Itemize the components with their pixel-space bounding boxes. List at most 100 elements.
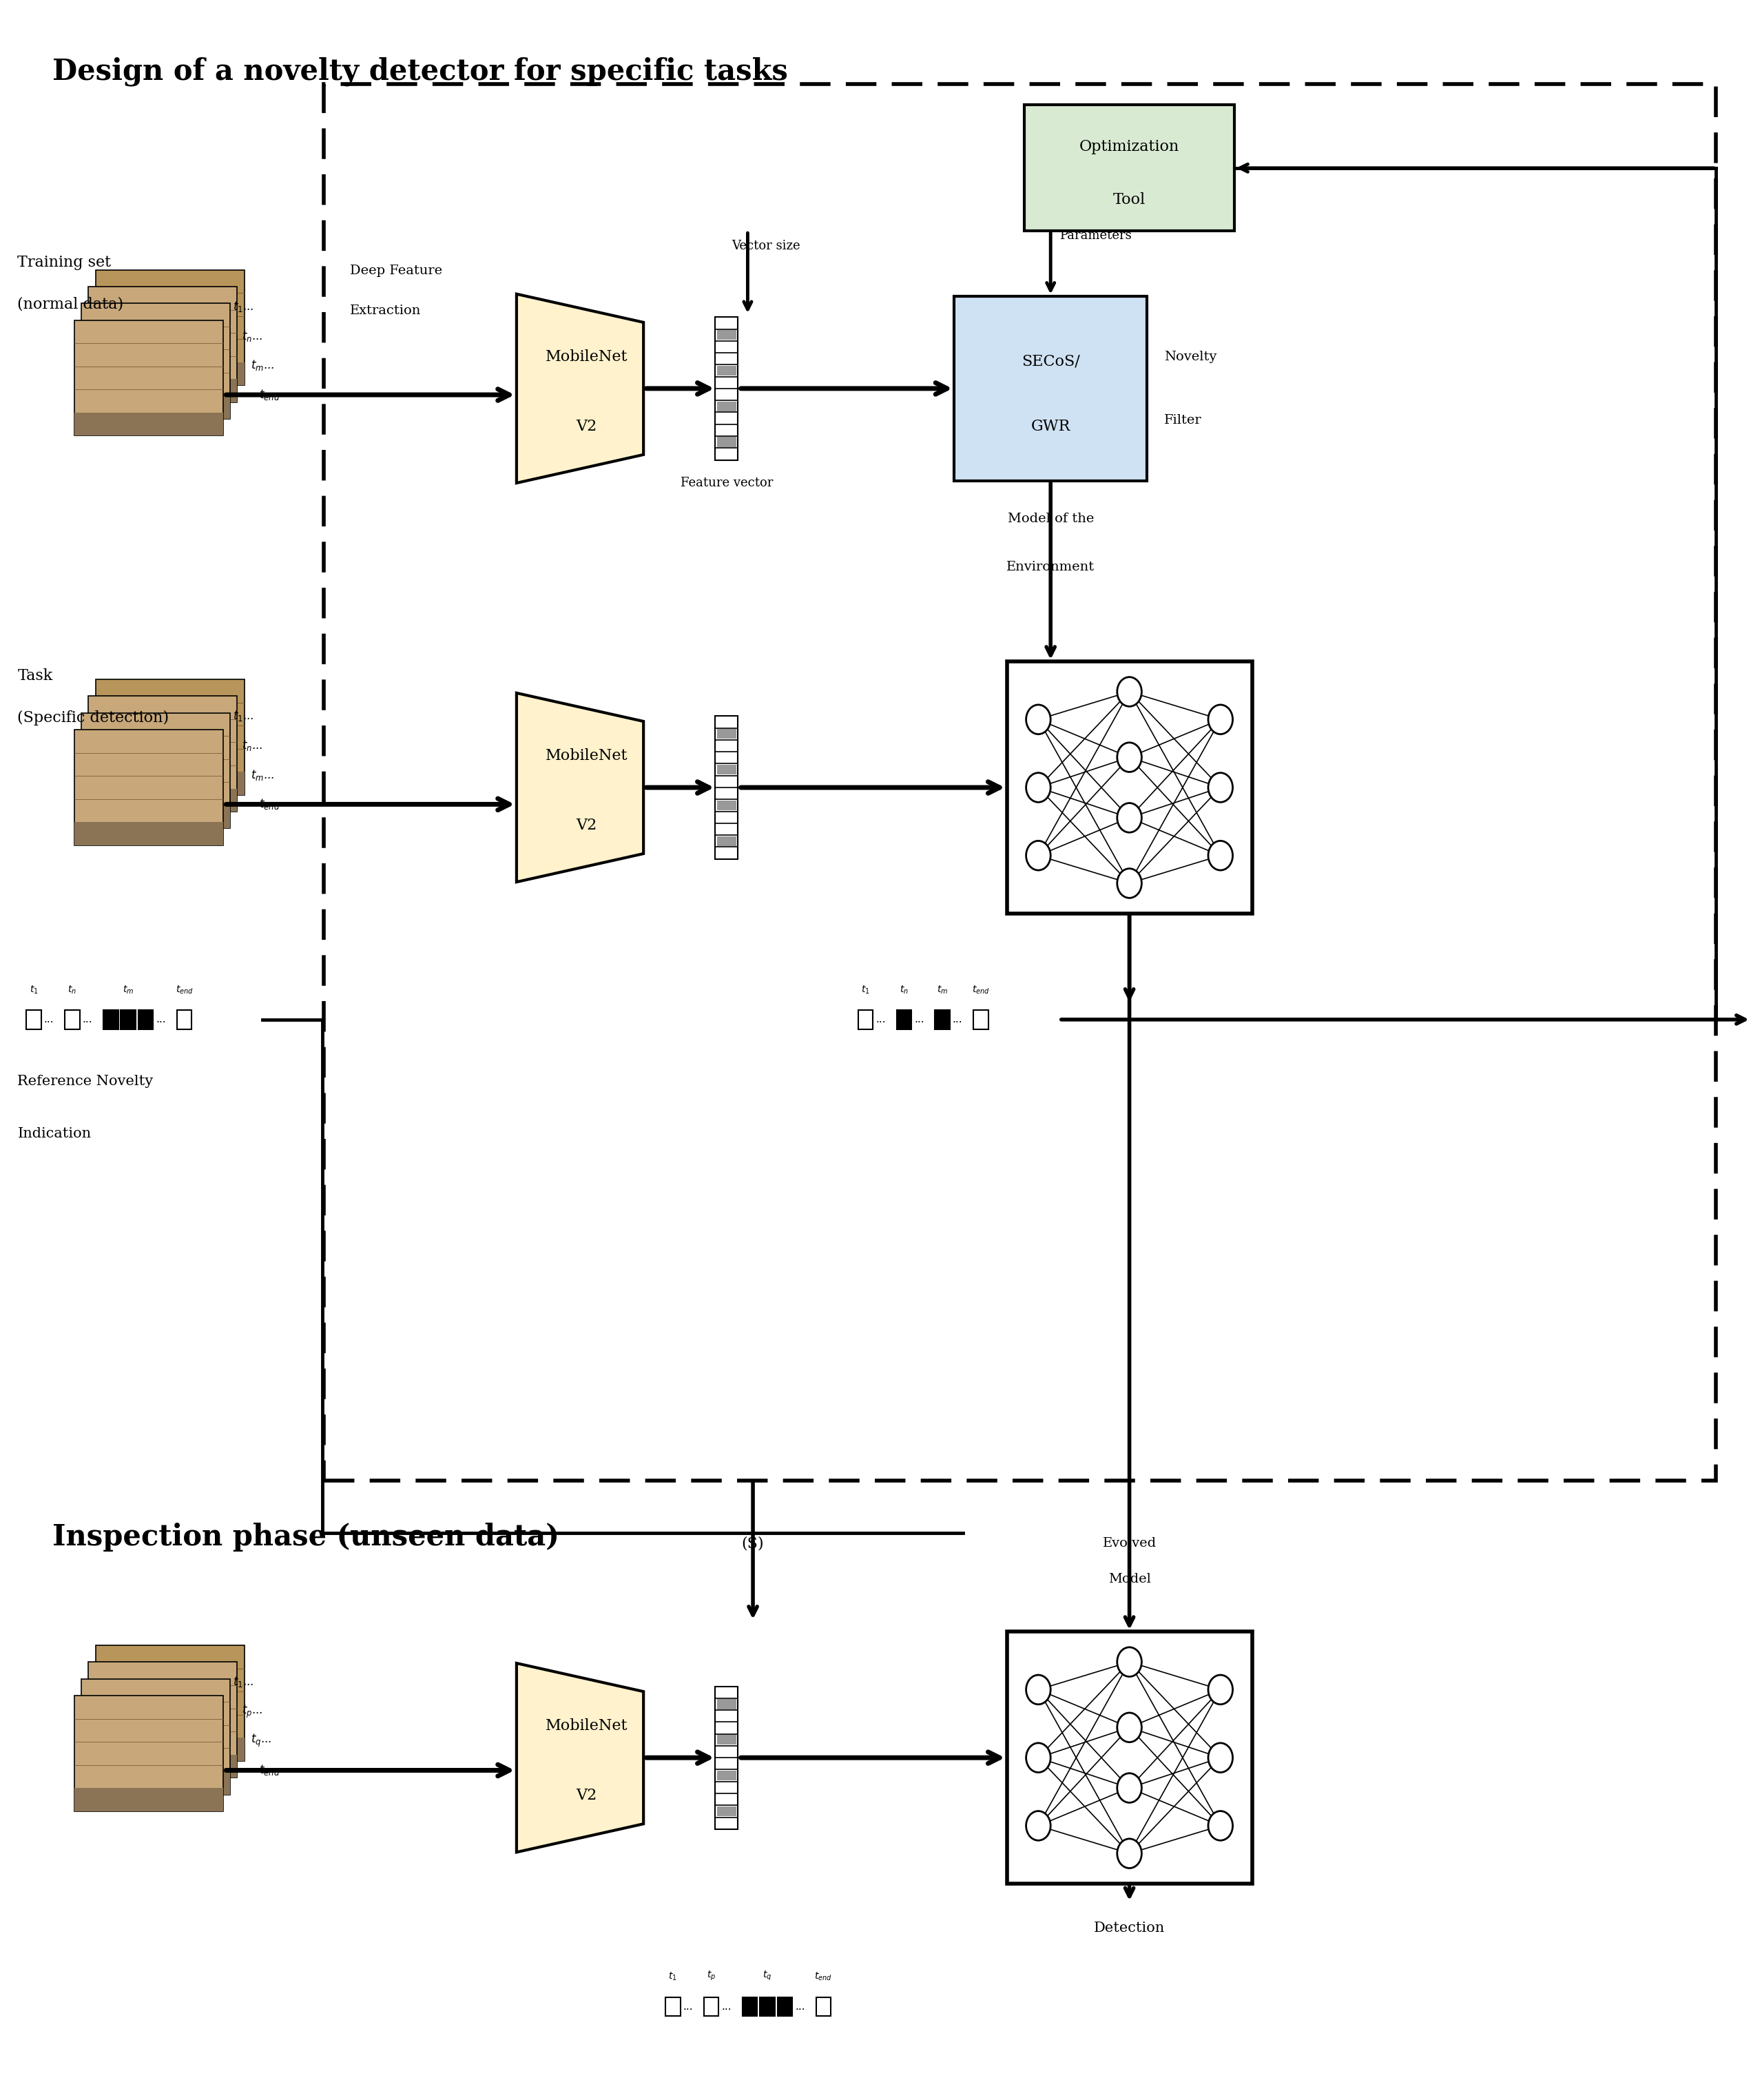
Bar [716, 754, 735, 762]
Bar [716, 1770, 735, 1781]
Circle shape [1208, 840, 1233, 869]
Bar [716, 1806, 735, 1816]
Bar [716, 825, 735, 834]
Text: Design of a novelty detector for specific tasks: Design of a novelty detector for specifi… [53, 57, 788, 86]
Bar [716, 718, 735, 727]
Bar [716, 813, 735, 823]
Bar [897, 1010, 912, 1029]
Text: (normal data): (normal data) [18, 296, 124, 313]
Circle shape [1026, 840, 1051, 869]
Bar [96, 271, 245, 386]
Circle shape [1026, 773, 1051, 802]
Circle shape [1208, 1743, 1233, 1772]
Text: $t_n$: $t_n$ [900, 985, 909, 995]
Circle shape [1208, 1676, 1233, 1705]
Bar [138, 1010, 154, 1029]
Bar [954, 296, 1147, 481]
Bar [88, 288, 238, 403]
Bar [716, 848, 735, 859]
Text: (Specific detection): (Specific detection) [18, 710, 170, 727]
Bar [81, 1772, 231, 1793]
Bar [88, 790, 238, 813]
Text: $t_1$: $t_1$ [30, 985, 39, 995]
Polygon shape [517, 1663, 644, 1852]
Text: MobileNet: MobileNet [545, 349, 629, 365]
Text: ...: ... [876, 1014, 886, 1025]
Text: $t_p$: $t_p$ [707, 1970, 716, 1982]
Bar [716, 319, 735, 328]
Bar [716, 391, 735, 399]
Bar [716, 355, 735, 363]
Bar [81, 1680, 231, 1793]
Text: Vector size: Vector size [732, 239, 800, 252]
Text: $t_1$: $t_1$ [669, 1972, 678, 1982]
Text: MobileNet: MobileNet [545, 748, 629, 764]
Bar [716, 800, 735, 811]
Text: ...: ... [795, 2001, 805, 2012]
Circle shape [1117, 869, 1142, 899]
Bar [716, 1699, 735, 1709]
Bar [716, 741, 735, 752]
Text: Training set: Training set [18, 254, 112, 271]
Text: $t_p$...: $t_p$... [242, 1703, 263, 1720]
Text: Novelty: Novelty [1164, 351, 1217, 363]
Bar [716, 1819, 735, 1827]
Circle shape [1117, 1840, 1142, 1869]
Bar [714, 1686, 739, 1829]
Text: Filter: Filter [1164, 414, 1201, 426]
Text: Tool: Tool [1114, 191, 1145, 208]
Text: ...: ... [82, 1014, 93, 1025]
Text: Evolved: Evolved [1103, 1537, 1156, 1550]
Text: $t_{end}$: $t_{end}$ [259, 388, 280, 401]
Bar [716, 330, 735, 340]
Bar [716, 437, 735, 447]
Bar [74, 321, 224, 437]
Bar [716, 1747, 735, 1756]
Polygon shape [517, 294, 644, 483]
Circle shape [1117, 1646, 1142, 1676]
Bar [716, 764, 735, 775]
Text: $t_1$: $t_1$ [861, 985, 870, 995]
Text: V2: V2 [576, 418, 597, 435]
Bar [714, 716, 739, 859]
Text: $t_1$...: $t_1$... [233, 300, 254, 313]
Bar [665, 1997, 679, 2016]
Bar [716, 790, 735, 798]
Bar [1007, 1632, 1252, 1884]
Bar [1007, 662, 1252, 914]
Bar [716, 1793, 735, 1804]
Bar [704, 1997, 718, 2016]
Text: $t_m$...: $t_m$... [250, 359, 275, 372]
Bar [96, 678, 245, 796]
Bar [716, 836, 735, 846]
Text: ...: ... [156, 1014, 166, 1025]
Bar [81, 397, 231, 420]
Text: Deep Feature: Deep Feature [350, 265, 443, 277]
Bar [88, 380, 238, 403]
Circle shape [1026, 1810, 1051, 1840]
Bar [716, 1735, 735, 1745]
Bar [96, 1739, 245, 1760]
Bar [935, 1010, 949, 1029]
Text: ...: ... [44, 1014, 54, 1025]
Circle shape [1208, 773, 1233, 802]
Bar [716, 1712, 735, 1722]
Text: V2: V2 [576, 817, 597, 834]
Bar [816, 1997, 832, 2016]
Circle shape [1026, 1743, 1051, 1772]
Bar [121, 1010, 137, 1029]
Bar [26, 1010, 40, 1029]
Text: Model: Model [1108, 1573, 1150, 1585]
Bar [716, 414, 735, 424]
Bar [81, 714, 231, 830]
Text: $t_{end}$: $t_{end}$ [175, 985, 193, 995]
Bar [88, 1663, 238, 1777]
Text: $t_n$...: $t_n$... [242, 739, 263, 752]
Circle shape [1117, 743, 1142, 773]
Bar [96, 363, 245, 386]
Text: (S): (S) [742, 1535, 763, 1552]
Bar [324, 84, 1716, 1480]
Bar [74, 731, 224, 846]
Bar [716, 1688, 735, 1697]
Text: $t_{end}$: $t_{end}$ [814, 1972, 832, 1982]
